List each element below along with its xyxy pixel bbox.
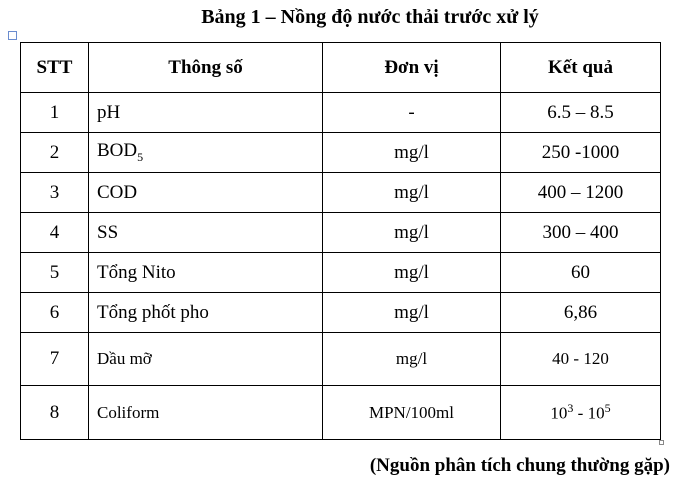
table-cell: SS: [88, 212, 323, 253]
table-cell: mg/l: [322, 332, 501, 386]
cell-text: BOD: [97, 140, 138, 162]
table-cell: 40 - 120: [500, 332, 661, 386]
cell-text: 10: [587, 403, 605, 423]
table-cell: mg/l: [322, 212, 501, 253]
table-cell: mg/l: [322, 252, 501, 293]
table-cell: 1: [20, 92, 89, 133]
resize-handle[interactable]: [659, 440, 664, 445]
table-cell: 2: [20, 132, 89, 173]
table-handle[interactable]: [8, 31, 17, 40]
table-cell: 300 – 400: [500, 212, 661, 253]
table-cell: 5: [20, 252, 89, 293]
table-row: 2 BOD5 mg/l 250 -1000: [20, 132, 661, 173]
cell-text: 10: [550, 403, 568, 423]
table-row: 3 COD mg/l 400 – 1200: [20, 172, 661, 213]
table-cell: BOD5: [88, 132, 323, 173]
table-row: 7 Dầu mỡ mg/l 40 - 120: [20, 332, 661, 386]
table-row: 6 Tổng phốt pho mg/l 6,86: [20, 292, 661, 333]
table-cell: 6,86: [500, 292, 661, 333]
table-cell: 6: [20, 292, 89, 333]
header-cell: STT: [20, 42, 89, 93]
table-cell: MPN/100ml: [322, 385, 501, 440]
table-row: 5 Tổng Nito mg/l 60: [20, 252, 661, 293]
table-cell: Tổng phốt pho: [88, 292, 323, 333]
table-cell: Tổng Nito: [88, 252, 323, 293]
table-cell: mg/l: [322, 292, 501, 333]
table-row: 1 pH -6.5 – 8.5: [20, 92, 661, 133]
header-cell: Thông số: [88, 42, 323, 93]
table-cell: 60: [500, 252, 661, 293]
cell-text: 5: [604, 401, 611, 416]
table-row: 4 SS mg/l 300 – 400: [20, 212, 661, 253]
table-cell: Coliform: [88, 385, 323, 440]
cell-text: 5: [137, 149, 144, 164]
table-cell: 3: [20, 172, 89, 213]
table-cell: mg/l: [322, 132, 501, 173]
header-cell: Kết quả: [500, 42, 661, 93]
table-cell: Dầu mỡ: [88, 332, 323, 386]
table-cell: COD: [88, 172, 323, 213]
table-cell: 400 – 1200: [500, 172, 661, 213]
table-row: 8 Coliform MPN/100ml 103 - 105: [20, 385, 661, 440]
table-cell: 4: [20, 212, 89, 253]
table-cell: mg/l: [322, 172, 501, 213]
table-title: Bảng 1 – Nồng độ nước thải trước xử lý: [201, 6, 539, 28]
cell-text: -: [573, 403, 588, 423]
table-cell: 8: [20, 385, 89, 440]
table-cell: 103 - 105: [500, 385, 661, 440]
data-table: STT Thông số Đơn vị Kết quả 1 pH -6.5 – 8.5 2 B…: [20, 42, 661, 440]
table-cell: -: [322, 92, 501, 133]
table-cell: 7: [20, 332, 89, 386]
source-note: (Nguồn phân tích chung thường gặp): [369, 455, 670, 476]
table-cell: 250 -1000: [500, 132, 661, 173]
cell-text: 3: [567, 401, 574, 416]
table-cell: pH: [88, 92, 323, 133]
table-cell: 6.5 – 8.5: [500, 92, 661, 133]
header-cell: Đơn vị: [322, 42, 501, 93]
